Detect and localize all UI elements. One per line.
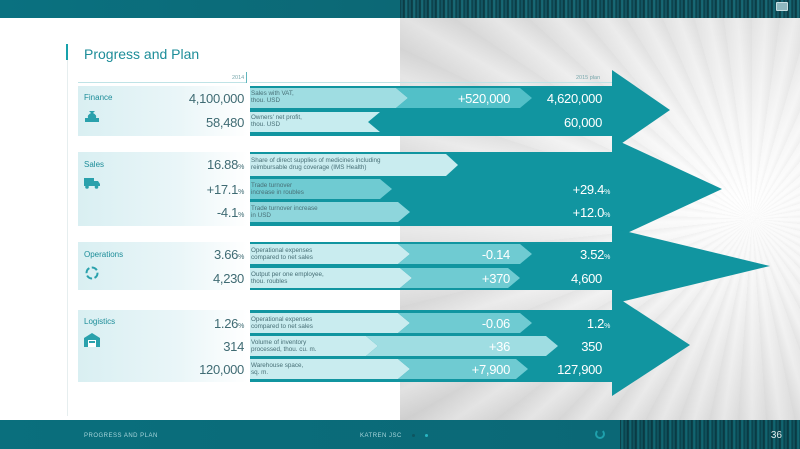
refresh-icon[interactable] [595, 429, 605, 439]
footer-section-title: PROGRESS AND PLAN [84, 433, 158, 439]
finance-band [78, 86, 248, 136]
sales-row3-desc: Trade turnover increase in USD [251, 205, 318, 219]
operations-row1-mid [398, 244, 532, 264]
operations-label: Operations [84, 250, 124, 259]
sales-row3-light [250, 202, 410, 222]
logistics-row3-value: 120,000 [199, 362, 244, 377]
page-dot-2[interactable] [425, 434, 428, 437]
footer-company: KATREN JSC [360, 433, 402, 439]
print-icon[interactable] [776, 2, 788, 11]
finance-big-arrow [250, 70, 670, 150]
logistics-row3-plan: 127,900 [557, 362, 602, 377]
sales-row2-desc: Trade turnover increase in roubles [251, 182, 304, 196]
logistics-row2-light [250, 336, 378, 356]
logistics-band [78, 310, 248, 382]
page-number: 36 [770, 430, 782, 441]
logistics-row1-mid [398, 313, 532, 333]
operations-row2-plan: 4,600 [570, 271, 602, 286]
logistics-row1-value: 1.26% [213, 316, 244, 331]
page-title: Progress and Plan [84, 46, 200, 62]
footer-bar [0, 420, 800, 449]
operations-row2-mid [400, 268, 520, 288]
finance-label: Finance [84, 93, 113, 102]
sales-row2-value: +17.1% [206, 182, 245, 197]
logistics-row3-mid [398, 359, 528, 379]
logistics-row1-light [250, 313, 410, 333]
sales-label: Sales [84, 160, 105, 169]
logistics-row3-light [250, 359, 410, 379]
operations-row1-delta: -0.14 [481, 247, 510, 262]
logistics-row2-desc: Volume of inventory processed, thou. cu.… [251, 339, 317, 353]
finance-row1-plan: 4,620,000 [546, 91, 602, 106]
finance-row2-plan: 60,000 [564, 115, 602, 130]
logistics-row2-delta: +36 [488, 339, 510, 354]
finance-row2-desc: Owners' net profit, thou. USD [251, 114, 302, 128]
operations-row1-plan: 3.52% [579, 247, 610, 262]
logistics-row1-delta: -0.06 [481, 316, 510, 331]
logistics-row1-plan: 1.2% [586, 316, 610, 331]
finance-row1-light [250, 88, 408, 108]
sales-row3-value: -4.1% [216, 205, 244, 220]
operations-row2-delta: +370 [481, 271, 510, 286]
logistics-row1-desc: Operational expenses compared to net sal… [251, 316, 313, 330]
finance-row2-value: 58,480 [206, 115, 244, 130]
logistics-row2-plan: 350 [581, 339, 602, 354]
logistics-row2-mid [366, 336, 558, 356]
sales-row2-light [250, 179, 392, 199]
top-bar [0, 0, 800, 18]
logistics-row2-value: 314 [223, 339, 244, 354]
operations-row1-light [250, 244, 410, 264]
logistics-label: Logistics [84, 317, 116, 326]
operations-row2-value: 4,230 [212, 271, 244, 286]
operations-row1-value: 3.66% [213, 247, 244, 262]
year-plan-line [250, 82, 612, 83]
year-current-label: 2014 [232, 75, 245, 81]
operations-big-arrow [250, 228, 770, 304]
top-bar-panel [0, 0, 400, 18]
sales-row1-value: 16.88% [207, 157, 244, 172]
year-plan-label: 2015 plan [576, 75, 601, 81]
page-dot-1[interactable] [412, 434, 415, 437]
finance-row1-delta: +520,000 [457, 91, 510, 106]
sales-row1-light [250, 154, 458, 176]
operations-band [78, 242, 248, 290]
sales-row3-plan: +12.0% [572, 205, 611, 220]
finance-row1-value: 4,100,000 [188, 91, 244, 106]
money-bag-icon [85, 111, 99, 122]
sales-row2-plan: +29.4% [572, 182, 611, 197]
logistics-row3-desc: Warehouse space, sq. m. [251, 362, 304, 376]
operations-row2-light [250, 268, 412, 288]
cycle-icon [85, 266, 99, 280]
year-current-tick [246, 72, 247, 83]
content-divider [67, 60, 68, 416]
finance-row2-light [250, 112, 380, 132]
warehouse-icon [84, 333, 100, 347]
footer-panel [0, 420, 620, 449]
operations-row1-desc: Operational expenses compared to net sal… [251, 247, 313, 261]
operations-row2-desc: Output per one employee, thou. roubles [251, 271, 324, 285]
title-accent-line [66, 44, 68, 60]
finance-row1-mid [396, 88, 532, 108]
year-current-line [78, 82, 246, 83]
sales-band [78, 152, 248, 226]
finance-row1-desc: Sales with VAT, thou. USD [251, 90, 294, 104]
truck-icon [84, 178, 100, 189]
sales-row1-desc: Share of direct supplies of medicines in… [251, 157, 381, 171]
logistics-row3-delta: +7,900 [471, 362, 511, 377]
